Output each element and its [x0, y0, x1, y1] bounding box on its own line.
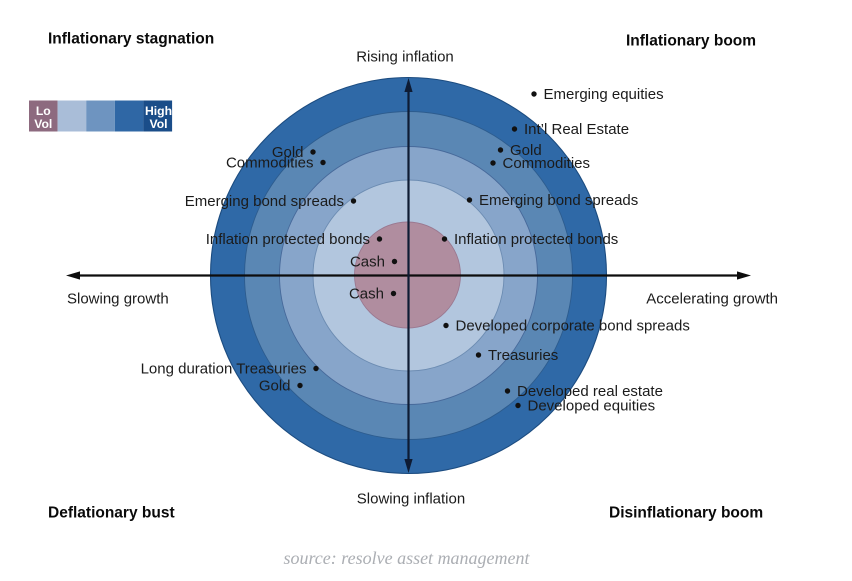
svg-text:Vol: Vol — [149, 117, 167, 131]
svg-text:Slowing growth: Slowing growth — [67, 291, 169, 308]
svg-text:High: High — [145, 104, 172, 118]
svg-text:Emerging bond spreads: Emerging bond spreads — [185, 193, 344, 210]
svg-text:source: resolve asset manageme: source: resolve asset management — [283, 548, 530, 568]
svg-text:Lo: Lo — [36, 104, 51, 118]
svg-text:Developed equities: Developed equities — [528, 398, 656, 415]
svg-text:Inflation protected bonds: Inflation protected bonds — [206, 231, 370, 248]
svg-text:Long duration Treasuries: Long duration Treasuries — [141, 361, 307, 378]
svg-text:Int’l Real Estate: Int’l Real Estate — [524, 121, 629, 138]
svg-text:Accelerating growth: Accelerating growth — [646, 291, 778, 308]
svg-text:Rising inflation: Rising inflation — [356, 49, 454, 66]
svg-text:Slowing inflation: Slowing inflation — [357, 491, 465, 508]
svg-text:Vol: Vol — [34, 117, 52, 131]
svg-text:Gold: Gold — [510, 142, 542, 159]
svg-text:Emerging equities: Emerging equities — [544, 86, 664, 103]
svg-text:Gold: Gold — [259, 378, 291, 395]
svg-text:Commodities: Commodities — [503, 155, 591, 172]
svg-text:Inflationary boom: Inflationary boom — [626, 33, 756, 50]
svg-text:Inflation protected bonds: Inflation protected bonds — [454, 231, 618, 248]
svg-text:Cash: Cash — [350, 254, 385, 271]
svg-text:Emerging bond spreads: Emerging bond spreads — [479, 192, 638, 209]
svg-text:Disinflationary boom: Disinflationary boom — [609, 505, 763, 522]
svg-text:Developed corporate bond sprea: Developed corporate bond spreads — [456, 318, 690, 335]
svg-text:Treasuries: Treasuries — [488, 347, 558, 364]
svg-text:Developed real estate: Developed real estate — [517, 383, 663, 400]
svg-text:Inflationary stagnation: Inflationary stagnation — [48, 31, 214, 48]
svg-text:Cash: Cash — [349, 286, 384, 303]
svg-text:Gold: Gold — [272, 144, 304, 161]
svg-text:Commodities: Commodities — [226, 155, 314, 172]
svg-text:Deflationary bust: Deflationary bust — [48, 505, 175, 522]
